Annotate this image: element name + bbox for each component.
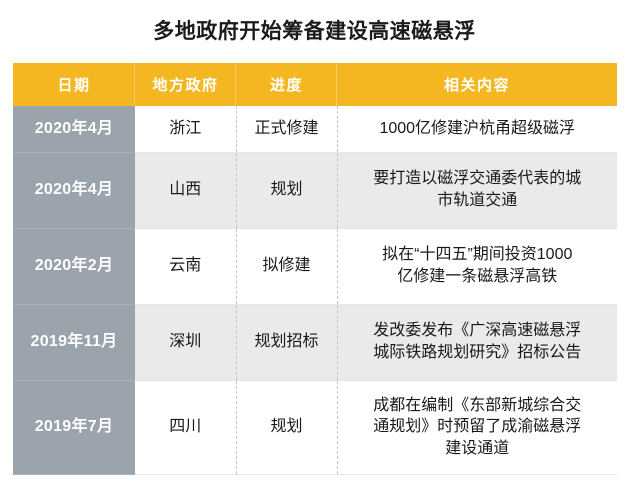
table-row: 2020年4月 浙江 正式修建 1000亿修建沪杭甬超级磁浮: [13, 106, 617, 153]
content-line: 拟在“十四五”期间投资1000: [382, 246, 573, 264]
content-line: 发改委发布《广深高速磁悬浮: [373, 322, 582, 340]
content-line: 建设通道: [445, 439, 510, 457]
content-line: 1000亿修建沪杭甬超级磁浮: [379, 119, 576, 137]
content-line: 通规划》时预留了成渝磁悬浮: [373, 418, 582, 436]
cell-date: 2020年4月: [13, 152, 135, 229]
maglev-projects-table: 日期 地方政府 进度 相关内容 2020年4月 浙江 正式修建 1000亿修建沪…: [13, 63, 617, 475]
cell-date: 2019年7月: [13, 380, 135, 475]
cell-gov: 四川: [135, 380, 237, 475]
cell-content: 发改委发布《广深高速磁悬浮 城际铁路规划研究》招标公告: [337, 304, 617, 381]
table-row: 2020年4月 山西 规划 要打造以磁浮交通委代表的城 市轨道交通: [13, 152, 617, 229]
table-row: 2019年7月 四川 规划 成都在编制《东部新城综合交 通规划》时预留了成渝磁悬…: [13, 380, 617, 475]
cell-progress: 规划招标: [236, 304, 338, 381]
table-header: 日期 地方政府 进度 相关内容: [13, 63, 617, 106]
content-line: 要打造以磁浮交通委代表的城: [373, 170, 582, 188]
cell-progress: 拟修建: [236, 228, 338, 305]
column-header-date: 日期: [13, 63, 135, 106]
content-line: 成都在编制《东部新城综合交: [373, 396, 582, 414]
column-header-gov: 地方政府: [135, 63, 236, 106]
table-body: 2020年4月 浙江 正式修建 1000亿修建沪杭甬超级磁浮 2020年4月 山…: [13, 106, 617, 475]
content-line: 市轨道交通: [437, 192, 518, 209]
column-header-progress: 进度: [236, 63, 337, 106]
page-title-container: 多地政府开始筹备建设高速磁悬浮: [0, 0, 629, 62]
column-header-content: 相关内容: [337, 63, 617, 106]
cell-gov: 山西: [135, 152, 237, 229]
cell-gov: 云南: [135, 228, 237, 305]
cell-progress: 规划: [236, 152, 338, 229]
cell-content: 拟在“十四五”期间投资1000 亿修建一条磁悬浮高铁: [337, 228, 617, 305]
data-table-container: 日期 地方政府 进度 相关内容 2020年4月 浙江 正式修建 1000亿修建沪…: [13, 63, 617, 475]
cell-progress: 规划: [236, 380, 338, 475]
cell-progress: 正式修建: [236, 106, 338, 153]
page-title: 多地政府开始筹备建设高速磁悬浮: [153, 19, 476, 43]
cell-date: 2020年4月: [13, 106, 135, 153]
cell-date: 2019年11月: [13, 304, 135, 381]
content-line: 亿修建一条磁悬浮高铁: [397, 268, 558, 285]
cell-content: 1000亿修建沪杭甬超级磁浮: [337, 106, 617, 153]
cell-gov: 深圳: [135, 304, 237, 381]
table-header-row: 日期 地方政府 进度 相关内容: [13, 63, 617, 106]
cell-content: 成都在编制《东部新城综合交 通规划》时预留了成渝磁悬浮 建设通道: [337, 380, 617, 475]
cell-gov: 浙江: [135, 106, 237, 153]
content-line: 城际铁路规划研究》招标公告: [373, 344, 582, 361]
cell-date: 2020年2月: [13, 228, 135, 305]
cell-content: 要打造以磁浮交通委代表的城 市轨道交通: [337, 152, 617, 229]
table-row: 2019年11月 深圳 规划招标 发改委发布《广深高速磁悬浮 城际铁路规划研究》…: [13, 304, 617, 381]
table-row: 2020年2月 云南 拟修建 拟在“十四五”期间投资1000 亿修建一条磁悬浮高…: [13, 228, 617, 305]
